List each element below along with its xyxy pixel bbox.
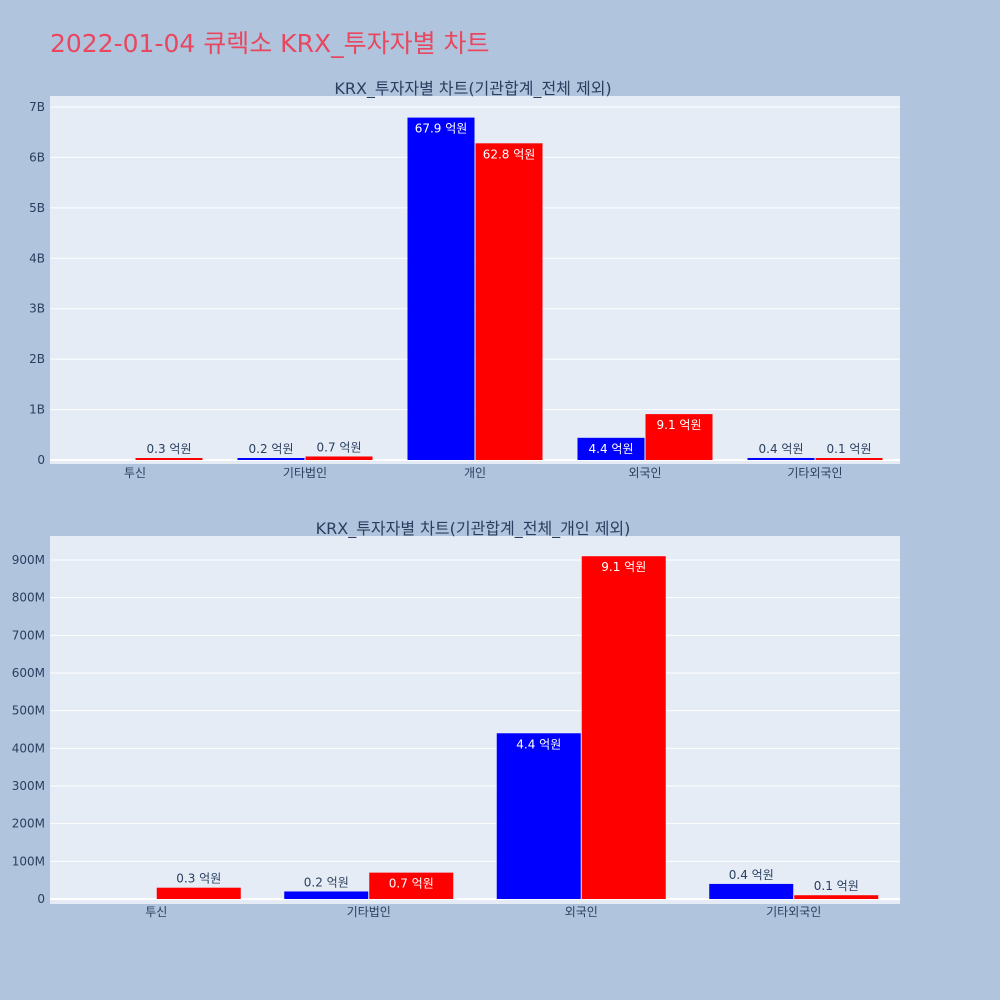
plot-background: [50, 536, 900, 904]
chart-2-group: KRX_투자자별 차트(기관합계_전체_개인 제외) 0 100M 200M 300M 4…: [12, 519, 900, 919]
y-tick-label: 200M: [12, 817, 45, 831]
bar: [135, 458, 203, 460]
bar: [237, 458, 305, 460]
bar: [747, 457, 815, 460]
bar: [369, 872, 454, 899]
x-tick-label: 기타외국인: [787, 466, 842, 480]
y-tick-label: 2B: [29, 352, 45, 366]
data-label: 4.4 억원: [589, 442, 634, 456]
x-tick-label: 개인: [464, 466, 486, 480]
y-tick-label: 700M: [12, 628, 45, 642]
bar: [645, 414, 713, 460]
y-tick-label: 300M: [12, 779, 45, 793]
data-label: 0.2 억원: [304, 875, 349, 889]
y-tick-label: 1B: [29, 403, 45, 417]
y-tick-label: 400M: [12, 741, 45, 755]
data-label: 0.2 억원: [249, 442, 294, 456]
x-tick-label: 기타법인: [347, 905, 391, 919]
bar: [305, 456, 373, 460]
y-tick-label: 6B: [29, 150, 45, 164]
y-tick-label: 0: [37, 892, 45, 906]
data-label: 0.7 억원: [389, 877, 434, 891]
bar: [815, 458, 883, 460]
bar: [284, 891, 369, 899]
bar: [496, 733, 581, 899]
data-label: 67.9 억원: [415, 122, 468, 136]
y-tick-label: 800M: [12, 591, 45, 605]
y-tick-label: 600M: [12, 666, 45, 680]
y-tick-label: 900M: [12, 553, 45, 567]
chart-1-group: KRX_투자자별 차트(기관합계_전체 제외) 0 1B 2B 3B 4B 5B 6B 7B 투신…: [29, 79, 900, 480]
x-tick-label: 외국인: [565, 905, 598, 919]
y-tick-label: 4B: [29, 251, 45, 265]
data-label: 4.4 억원: [516, 737, 561, 751]
bar: [581, 556, 666, 899]
y-tick-label: 500M: [12, 704, 45, 718]
bar: [475, 143, 543, 460]
y-tick-label: 7B: [29, 100, 45, 114]
data-label: 0.4 억원: [729, 868, 774, 882]
y-tick-label: 5B: [29, 201, 45, 215]
chart-title: KRX_투자자별 차트(기관합계_전체 제외): [334, 79, 611, 99]
data-label: 0.1 억원: [814, 879, 859, 893]
y-tick-label: 0: [37, 453, 45, 467]
data-label: 0.4 억원: [759, 442, 804, 456]
x-tick-label: 기타법인: [283, 466, 327, 480]
y-tick-label: 3B: [29, 302, 45, 316]
x-tick-label: 외국인: [628, 466, 661, 480]
data-label: 0.7 억원: [317, 440, 362, 454]
bar: [709, 883, 794, 899]
x-tick-label: 투신: [145, 905, 167, 919]
bar: [156, 887, 241, 899]
bar: [794, 895, 879, 899]
plot-background: [50, 96, 900, 464]
data-label: 9.1 억원: [601, 560, 646, 574]
y-tick-label: 100M: [12, 854, 45, 868]
chart-title: KRX_투자자별 차트(기관합계_전체_개인 제외): [316, 519, 631, 539]
bar: [577, 437, 645, 460]
data-label: 9.1 억원: [657, 418, 702, 432]
data-label: 0.1 억원: [827, 442, 872, 456]
data-label: 0.3 억원: [176, 872, 221, 886]
bar: [407, 117, 475, 460]
data-label: 62.8 억원: [483, 147, 536, 161]
data-label: 0.3 억원: [147, 442, 192, 456]
page-title: 2022-01-04 큐렉소 KRX_투자자별 차트: [50, 29, 490, 58]
x-tick-label: 기타외국인: [766, 905, 821, 919]
x-tick-label: 투신: [124, 466, 146, 480]
